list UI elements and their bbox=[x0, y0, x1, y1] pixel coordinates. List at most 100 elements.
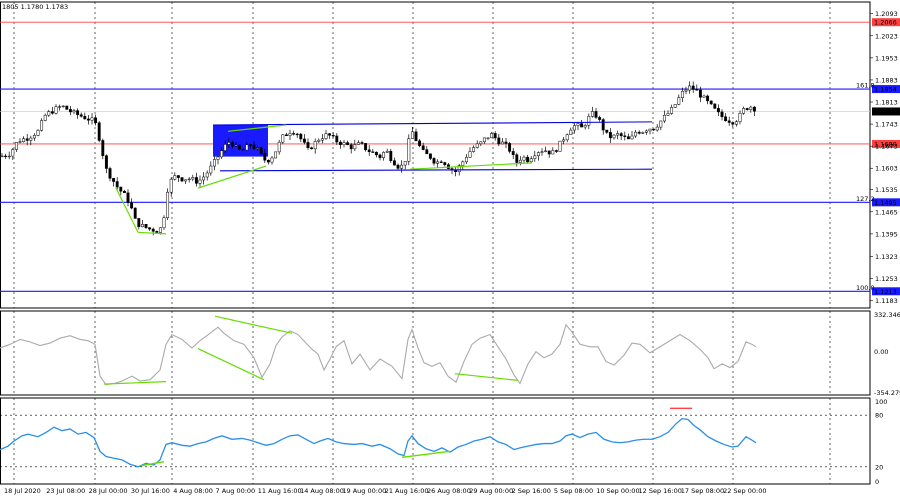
y-tick-label: 1.1465 bbox=[875, 208, 898, 216]
candle-body bbox=[562, 139, 566, 142]
y-tick-label: 1.2093 bbox=[875, 10, 898, 18]
candle-body bbox=[475, 143, 479, 148]
y-tick-label: 1.1603 bbox=[875, 165, 898, 173]
current-price-bg bbox=[872, 107, 900, 116]
candle-body bbox=[554, 150, 558, 152]
candle-body bbox=[187, 178, 191, 181]
candle-body bbox=[587, 116, 591, 126]
candle-body bbox=[522, 156, 526, 161]
candle-body bbox=[158, 227, 162, 233]
candle-body bbox=[580, 123, 584, 128]
candle-body bbox=[72, 110, 76, 113]
level-label-bg bbox=[872, 85, 900, 94]
candle-body bbox=[302, 138, 306, 143]
price-header: 1805 1.1780 1.1783 bbox=[2, 3, 68, 11]
candle-body bbox=[605, 129, 609, 133]
candle-body bbox=[205, 172, 209, 178]
x-axis-label: 29 Aug 00:00 bbox=[469, 487, 513, 495]
candle-body bbox=[4, 155, 8, 158]
candle-body bbox=[508, 143, 512, 152]
candle-body bbox=[634, 131, 638, 137]
candle-body bbox=[356, 142, 360, 145]
candle-body bbox=[724, 116, 728, 122]
candle-body bbox=[202, 176, 206, 181]
candle-body bbox=[169, 178, 173, 193]
candle-body bbox=[749, 106, 753, 110]
candle-body bbox=[533, 155, 537, 159]
fib-label: 127.2 bbox=[856, 195, 875, 203]
x-axis-label: 28 Jul 00:00 bbox=[89, 487, 128, 495]
candle-body bbox=[497, 137, 501, 145]
candle-body bbox=[612, 134, 616, 139]
candle-body bbox=[479, 141, 483, 145]
cci-divergence-line bbox=[454, 373, 519, 382]
candle-body bbox=[320, 138, 324, 141]
candle-body bbox=[727, 120, 731, 123]
candle-body bbox=[745, 108, 749, 110]
candle-body bbox=[709, 100, 713, 105]
level-label: 1.1680 bbox=[874, 140, 897, 148]
candle-body bbox=[194, 177, 198, 184]
candle-body bbox=[317, 139, 321, 142]
candle-body bbox=[407, 138, 411, 162]
candle-body bbox=[101, 140, 105, 156]
candle-body bbox=[641, 132, 645, 134]
rsi-tick-label: 0 bbox=[875, 478, 879, 486]
x-axis-label: 19 Aug 00:00 bbox=[342, 487, 386, 495]
y-tick-label: 1.1883 bbox=[875, 76, 898, 84]
x-axis-label: 5 Sep 08:00 bbox=[554, 487, 593, 495]
candle-body bbox=[50, 111, 54, 114]
candle-body bbox=[18, 141, 22, 143]
candle-body bbox=[439, 161, 443, 163]
panel-frame-2 bbox=[0, 397, 871, 485]
candle-body bbox=[184, 179, 188, 182]
candle-body bbox=[652, 128, 656, 131]
candle-body bbox=[40, 120, 44, 131]
candle-body bbox=[295, 133, 299, 136]
candle-body bbox=[410, 131, 414, 139]
candle-body bbox=[97, 122, 101, 141]
candle-body bbox=[7, 155, 11, 158]
cci-divergence-line bbox=[197, 348, 265, 381]
candle-body bbox=[374, 151, 378, 156]
candle-body bbox=[637, 131, 641, 134]
rsi-tick-label: 20 bbox=[875, 463, 883, 471]
candle-body bbox=[331, 135, 335, 137]
candle-body bbox=[518, 159, 522, 163]
candle-body bbox=[324, 133, 328, 139]
candle-body bbox=[166, 191, 170, 218]
candle-body bbox=[472, 147, 476, 152]
candle-body bbox=[151, 228, 155, 232]
x-axis-label: 2 Sep 16:00 bbox=[512, 487, 551, 495]
candle-body bbox=[706, 95, 710, 102]
cci-divergence-line bbox=[214, 315, 293, 334]
candle-body bbox=[162, 217, 166, 228]
candle-body bbox=[752, 106, 756, 112]
divergence-line bbox=[227, 124, 287, 132]
level-label-bg bbox=[872, 287, 900, 296]
candle-body bbox=[367, 149, 371, 153]
rsi-tick-label: 100 bbox=[875, 398, 887, 406]
x-axis-label: 7 Aug 00:00 bbox=[216, 487, 256, 495]
candle-body bbox=[644, 130, 648, 133]
level-label-bg bbox=[872, 18, 900, 27]
candle-body bbox=[385, 150, 389, 153]
candle-body bbox=[248, 144, 252, 146]
x-axis-label: 17 Sep 08:00 bbox=[681, 487, 724, 495]
rsi-tick-label: 80 bbox=[875, 412, 883, 420]
candle-body bbox=[234, 144, 238, 147]
y-tick-label: 1.2023 bbox=[875, 32, 898, 40]
level-label: 1.2066 bbox=[874, 19, 897, 27]
candle-body bbox=[212, 159, 216, 167]
candle-body bbox=[695, 89, 699, 91]
candle-body bbox=[112, 178, 116, 182]
candle-body bbox=[702, 95, 706, 98]
candle-body bbox=[540, 151, 544, 153]
candle-body bbox=[86, 118, 90, 121]
candle-body bbox=[288, 133, 292, 137]
candle-body bbox=[292, 133, 296, 135]
cci-tick-label: 332.3467 bbox=[874, 311, 900, 319]
candle-body bbox=[461, 161, 465, 166]
